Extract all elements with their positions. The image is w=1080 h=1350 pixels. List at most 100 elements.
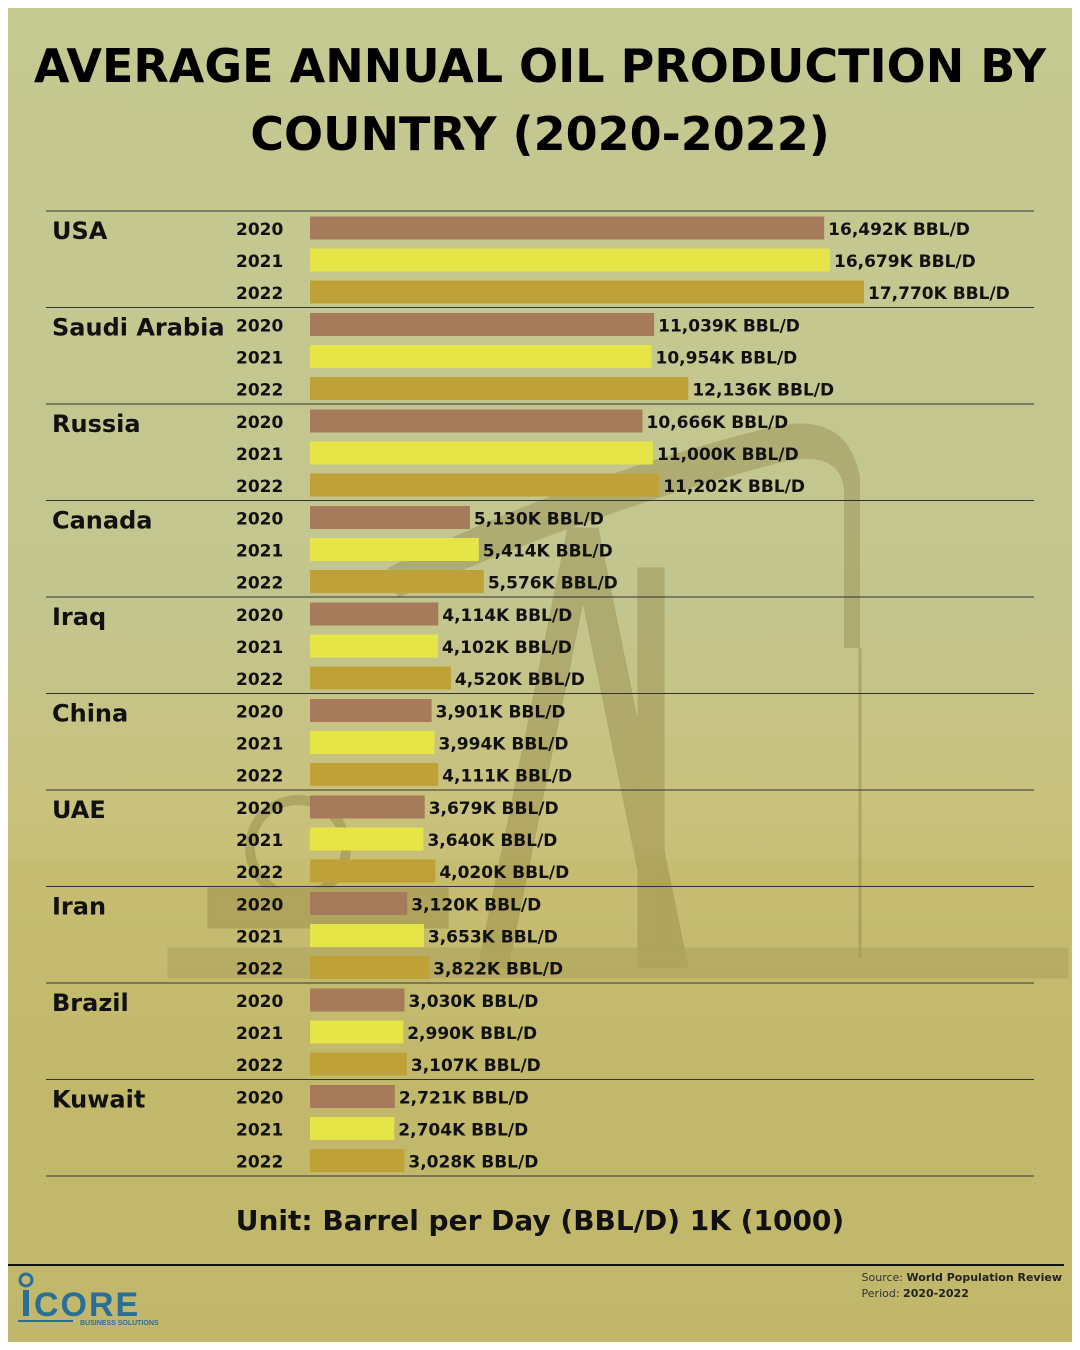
bar (310, 216, 825, 240)
bar (310, 377, 689, 400)
bar (310, 473, 660, 497)
year-label: 2022 (236, 670, 283, 690)
data-label: 3,901K BBL/D (436, 703, 566, 723)
data-label: 3,679K BBL/D (429, 799, 559, 819)
source-block: Source: World Population Review Period: … (862, 1270, 1062, 1302)
data-label: 3,120K BBL/D (411, 896, 541, 916)
year-label: 2021 (236, 1121, 283, 1141)
data-label: 3,822K BBL/D (433, 960, 563, 980)
bar (310, 892, 408, 915)
source-row: Source: World Population Review (862, 1270, 1062, 1286)
data-label: 4,102K BBL/D (442, 638, 572, 658)
year-label: 2020 (236, 703, 283, 723)
country-label: Brazil (52, 989, 129, 1017)
bar (310, 795, 425, 819)
data-label: 3,640K BBL/D (427, 831, 557, 851)
bar (310, 666, 451, 690)
year-label: 2021 (236, 928, 283, 948)
source-label: Source: (861, 1271, 904, 1284)
bar (310, 634, 438, 658)
bar (310, 988, 405, 1012)
data-label: 11,000K BBL/D (657, 445, 799, 465)
year-label: 2020 (236, 220, 283, 240)
period-row: Period: 2020-2022 (862, 1286, 1062, 1302)
year-label: 2022 (236, 960, 283, 980)
year-label: 2020 (236, 799, 283, 819)
data-label: 4,114K BBL/D (442, 606, 572, 626)
year-label: 2020 (236, 896, 283, 916)
year-label: 2021 (236, 445, 283, 465)
data-label: 5,576K BBL/D (488, 574, 618, 594)
data-label: 2,990K BBL/D (407, 1024, 537, 1044)
country-label: UAE (52, 796, 106, 824)
svg-text:CORE: CORE (34, 1286, 140, 1324)
bar (310, 570, 484, 593)
data-label: 3,653K BBL/D (428, 928, 558, 948)
data-label: 4,111K BBL/D (442, 767, 572, 787)
chart-title: AVERAGE ANNUAL OIL PRODUCTION BY COUNTRY… (8, 32, 1072, 168)
bar (310, 699, 432, 722)
bar (310, 924, 424, 947)
period-value: 2020-2022 (903, 1287, 969, 1300)
data-label: 11,039K BBL/D (658, 317, 800, 337)
data-label: 5,414K BBL/D (483, 542, 613, 562)
year-label: 2021 (236, 831, 283, 851)
year-label: 2022 (236, 574, 283, 594)
period-label: Period: (861, 1287, 900, 1300)
bar (310, 1117, 395, 1140)
data-label: 2,704K BBL/D (398, 1121, 528, 1141)
year-label: 2020 (236, 317, 283, 337)
data-label: 3,030K BBL/D (408, 992, 538, 1012)
bar (310, 409, 643, 433)
icore-logo: CORE BUSINESS SOLUTIONS (18, 1272, 159, 1327)
bar (310, 441, 653, 465)
bar (310, 1149, 405, 1172)
data-label: 2,721K BBL/D (399, 1089, 529, 1109)
country-label: China (52, 700, 128, 728)
source-value: World Population Review (906, 1271, 1062, 1284)
year-label: 2020 (236, 510, 283, 530)
year-label: 2021 (236, 542, 283, 562)
bar (310, 345, 652, 368)
year-label: 2020 (236, 413, 283, 433)
bar (310, 859, 436, 883)
country-label: Russia (52, 410, 141, 438)
bar (310, 827, 424, 851)
year-label: 2020 (236, 606, 283, 626)
bar (310, 1020, 404, 1044)
country-label: Iraq (52, 603, 106, 631)
footer-divider (8, 1264, 1064, 1266)
data-label: 3,994K BBL/D (439, 735, 569, 755)
data-label: 16,679K BBL/D (834, 252, 976, 272)
data-label: 3,028K BBL/D (408, 1153, 538, 1173)
bar (310, 506, 470, 529)
bar (310, 538, 479, 561)
data-label: 10,954K BBL/D (656, 349, 798, 369)
country-label: Iran (52, 893, 106, 921)
title-line-2: COUNTRY (2020-2022) (250, 107, 830, 161)
year-label: 2021 (236, 1024, 283, 1044)
year-label: 2021 (236, 638, 283, 658)
year-label: 2022 (236, 381, 283, 401)
country-label: USA (52, 217, 108, 245)
year-label: 2022 (236, 284, 283, 304)
year-label: 2021 (236, 349, 283, 369)
bar (310, 763, 439, 786)
bar (310, 731, 435, 754)
year-label: 2022 (236, 1056, 283, 1076)
bar (310, 1052, 407, 1076)
year-label: 2021 (236, 735, 283, 755)
data-label: 4,020K BBL/D (439, 863, 569, 883)
infographic-frame: AVERAGE ANNUAL OIL PRODUCTION BY COUNTRY… (8, 8, 1072, 1342)
year-label: 2020 (236, 1089, 283, 1109)
bar (310, 248, 830, 272)
year-label: 2022 (236, 477, 283, 497)
bar (310, 313, 655, 336)
svg-text:BUSINESS SOLUTIONS: BUSINESS SOLUTIONS (80, 1320, 159, 1327)
unit-note: Unit: Barrel per Day (BBL/D) 1K (1000) (235, 1204, 845, 1237)
data-label: 11,202K BBL/D (663, 477, 805, 497)
data-label: 17,770K BBL/D (868, 284, 1010, 304)
year-label: 2021 (236, 252, 283, 272)
country-label: Kuwait (52, 1086, 145, 1114)
data-label: 10,666K BBL/D (647, 413, 789, 433)
